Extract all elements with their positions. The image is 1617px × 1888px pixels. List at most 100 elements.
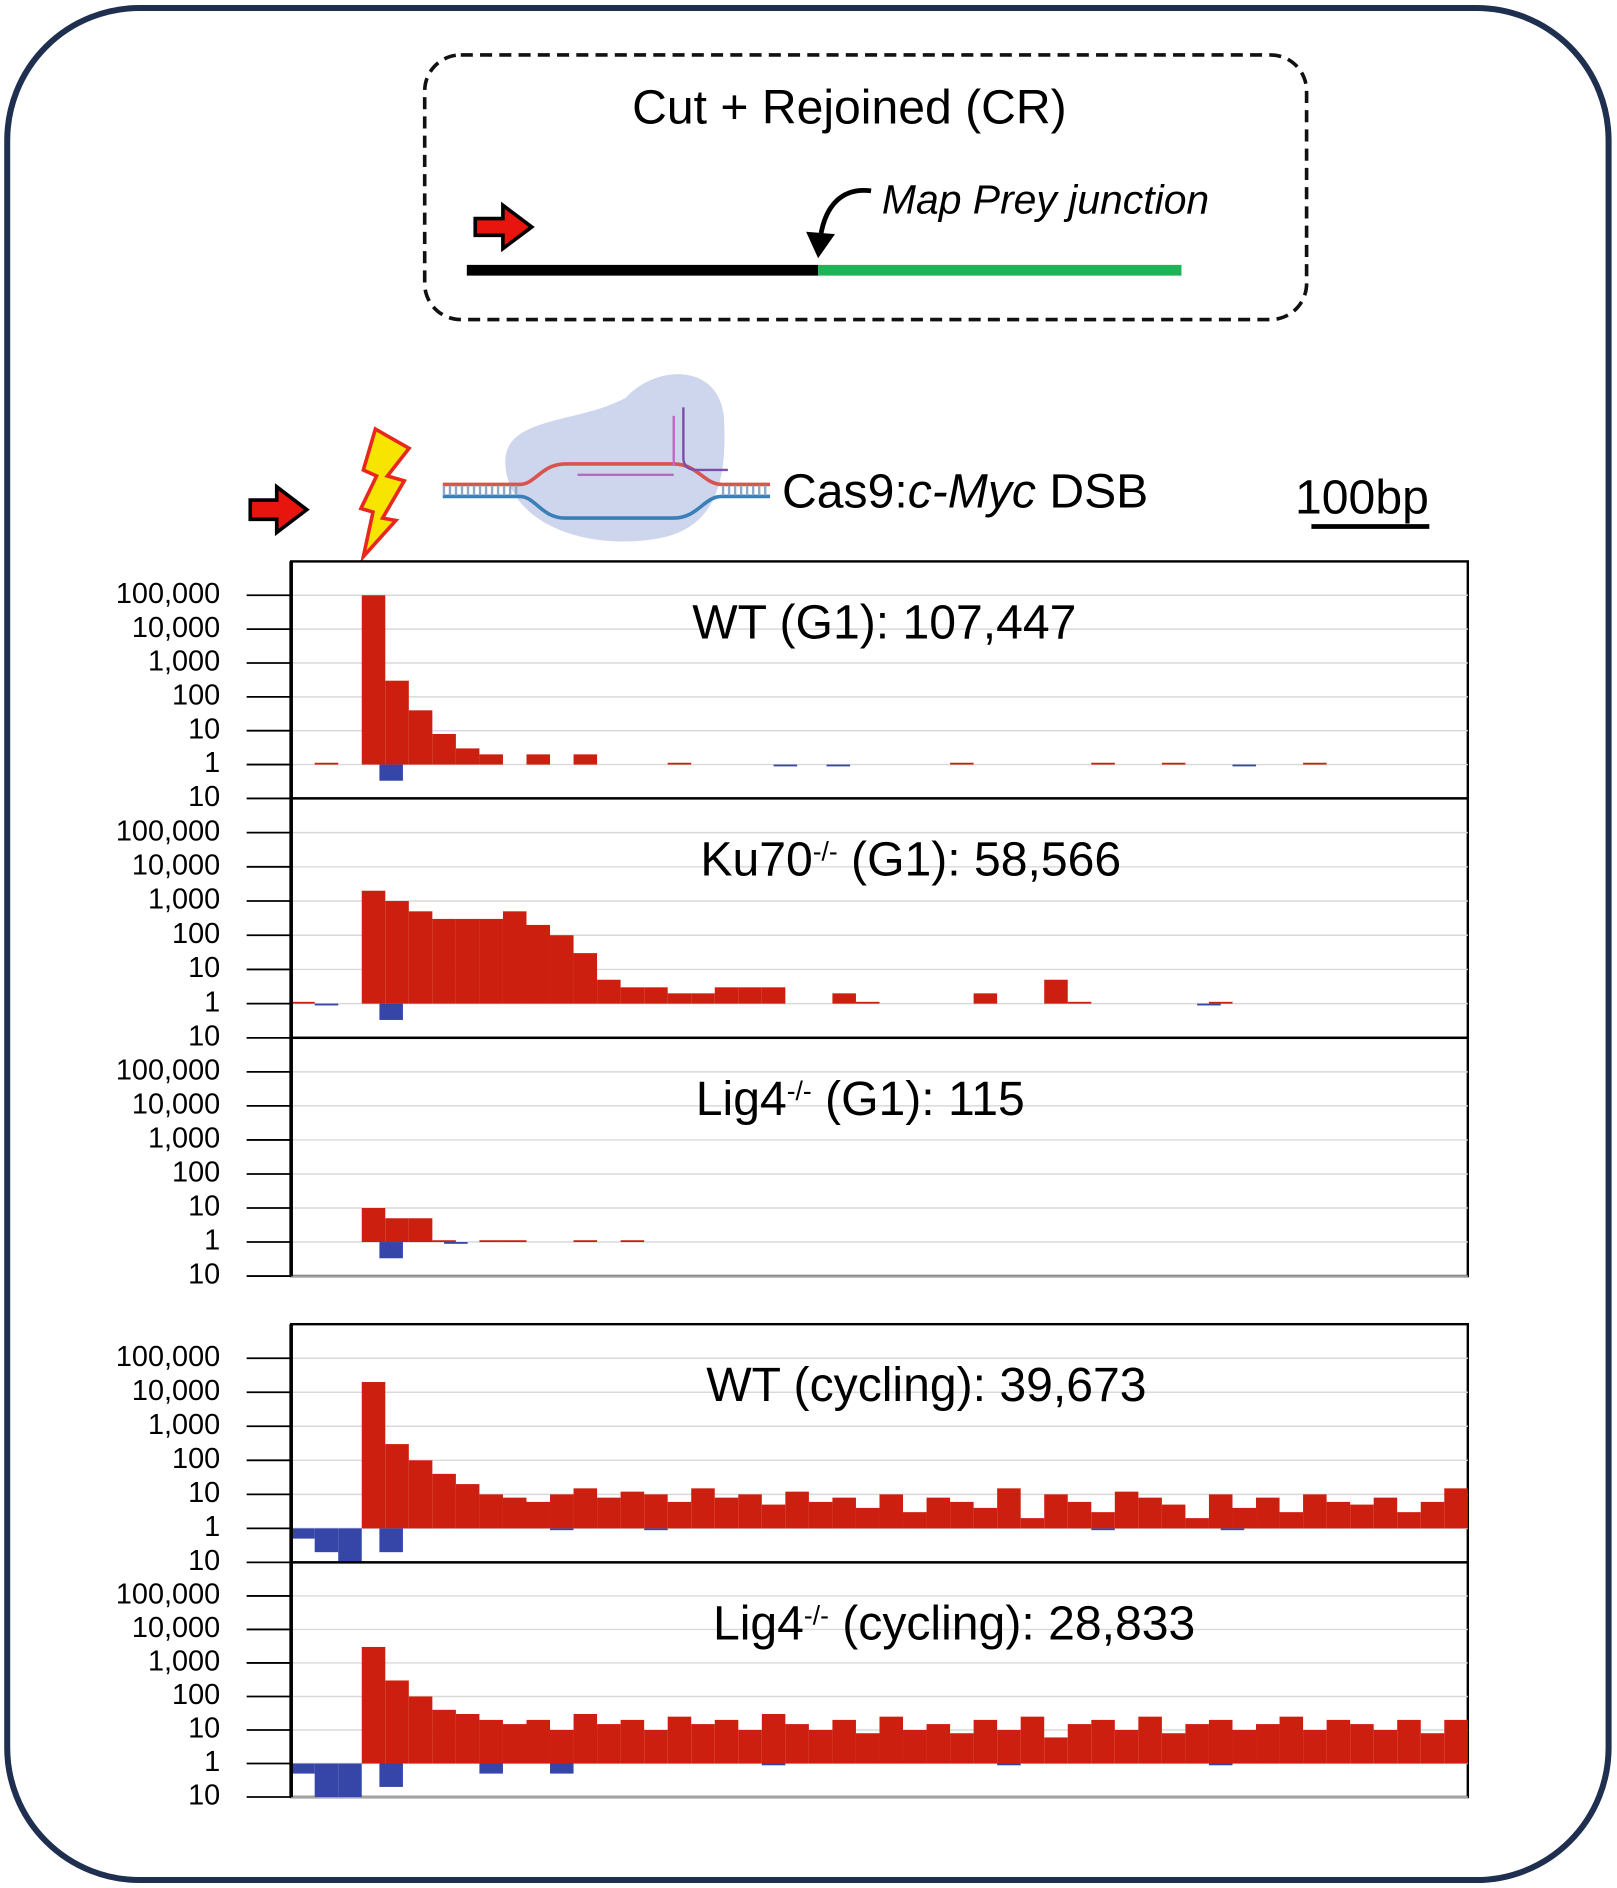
primer-arrow (473, 201, 535, 253)
y-tick-label: 10 (188, 781, 220, 813)
bar (997, 1729, 1021, 1764)
bar (667, 1716, 692, 1764)
y-tick-label: 1,000 (148, 1646, 220, 1678)
y-tick-label: 100,000 (116, 1341, 220, 1373)
bar (361, 1382, 386, 1529)
bar (526, 1719, 551, 1764)
bar (573, 1488, 598, 1529)
y-tick-label: 100 (172, 679, 220, 711)
bar (408, 1696, 433, 1764)
panel-title-part: (G1): 58,566 (838, 832, 1121, 886)
bar (1256, 1724, 1280, 1764)
panel-title-part: (cycling): 28,833 (829, 1596, 1195, 1650)
bar (926, 1724, 951, 1764)
bar (455, 748, 480, 765)
bar (644, 987, 668, 1004)
bar (973, 993, 998, 1004)
panel-title-part: -/- (804, 1600, 829, 1630)
y-tick-label: 10,000 (132, 1612, 220, 1644)
bar (338, 1528, 362, 1563)
bar (385, 1218, 409, 1243)
bar (832, 993, 856, 1004)
bar (738, 1494, 762, 1529)
bar (479, 1763, 503, 1774)
panel-title-part: -/- (813, 836, 838, 866)
bar (1397, 1719, 1421, 1764)
bar (597, 979, 621, 1004)
y-tick-label: 1,000 (148, 884, 220, 916)
bar (526, 754, 551, 765)
y-tick-label: 10,000 (132, 1375, 220, 1407)
bar (997, 1763, 1021, 1766)
y-tick-label: 1,000 (148, 646, 220, 678)
dsb-bolt (358, 426, 412, 563)
bar (408, 1218, 433, 1243)
bar (573, 1713, 598, 1764)
bar (1138, 1716, 1162, 1764)
bar (1444, 1719, 1468, 1764)
bar (573, 754, 598, 765)
panel-title-part: WT (cycling): 39,673 (706, 1358, 1146, 1412)
bar (903, 1729, 927, 1764)
bar (1208, 1763, 1233, 1766)
bar (1020, 1518, 1045, 1529)
bar (950, 1733, 974, 1764)
bar (573, 953, 598, 1004)
y-tick-label: 1,000 (148, 1123, 220, 1155)
primer-arrow (248, 483, 310, 537)
bar (502, 1240, 527, 1243)
bar (1303, 762, 1327, 765)
bar (773, 764, 798, 767)
bar (1067, 1501, 1092, 1529)
bar (926, 1497, 951, 1529)
y-tick-label: 10 (188, 1713, 220, 1745)
y-tick-label: 100 (172, 1679, 220, 1711)
bar (1185, 1518, 1209, 1529)
bar (714, 1497, 739, 1529)
bar (1067, 1724, 1092, 1764)
bar (314, 1763, 339, 1798)
bar (379, 1003, 403, 1020)
bar (1256, 1497, 1280, 1529)
bar (855, 1507, 880, 1529)
bar (879, 1716, 904, 1764)
bar (808, 1729, 833, 1764)
bar (1303, 1494, 1327, 1529)
bar (1044, 979, 1068, 1004)
bar (361, 1646, 386, 1764)
bar (361, 595, 386, 765)
bar (1350, 1504, 1374, 1529)
bar (432, 1709, 456, 1764)
bar (1208, 1719, 1233, 1764)
bar (761, 1504, 786, 1529)
bar (691, 993, 715, 1004)
bar (714, 987, 739, 1004)
bar (1373, 1497, 1398, 1529)
bar (479, 1719, 503, 1764)
bar (432, 1473, 456, 1529)
bar (1138, 1497, 1162, 1529)
bar (1208, 1001, 1233, 1004)
bar (620, 1719, 645, 1764)
bar (667, 1501, 692, 1529)
panel-frame (289, 1036, 1470, 1278)
bar (785, 1491, 809, 1529)
dna-strand (442, 494, 770, 520)
panel-title-part: Lig4 (713, 1596, 804, 1650)
bar (361, 1208, 386, 1243)
dsb-label-part: DSB (1036, 464, 1148, 518)
bar (808, 1501, 833, 1529)
junction-label: Map Prey junction (882, 177, 1209, 223)
bar (379, 764, 403, 781)
y-tick-label: 10 (188, 1780, 220, 1812)
bar (550, 1729, 574, 1764)
bar (385, 680, 409, 765)
bar (785, 1724, 809, 1764)
bar (1444, 1488, 1468, 1529)
bar (314, 762, 339, 765)
bar (408, 710, 433, 765)
bar (855, 1001, 880, 1004)
bar (644, 1729, 668, 1764)
bar (479, 754, 503, 765)
guide-rna (682, 407, 728, 472)
